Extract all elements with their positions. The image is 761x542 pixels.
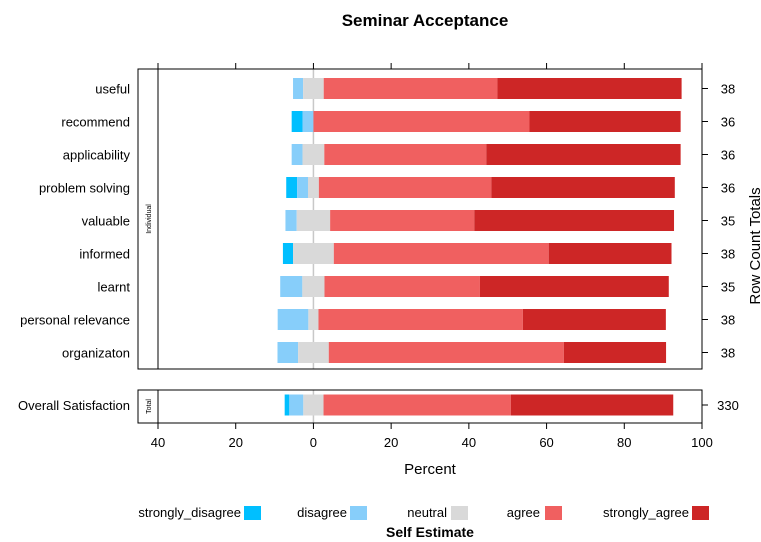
- row-label: personal relevance: [20, 313, 130, 328]
- bar-strongly-agree: [529, 111, 681, 132]
- bar-agree: [333, 243, 549, 264]
- bar-disagree: [302, 111, 314, 132]
- bar-neutral: [293, 243, 334, 264]
- legend-swatch: [244, 506, 261, 520]
- legend-swatch: [451, 506, 468, 520]
- panel-individual: useful 38 recommend 36 applicability 36 proble…: [20, 68, 735, 370]
- bar-disagree: [280, 276, 303, 297]
- row-label: organizaton: [62, 346, 130, 361]
- plot-area: useful 38 recommend 36 applicability 36 proble…: [18, 63, 739, 450]
- x-tick-label: 60: [539, 435, 553, 450]
- bar-neutral: [302, 144, 325, 165]
- x-tick-label: 40: [462, 435, 476, 450]
- bar-agree: [318, 309, 523, 330]
- row-label: informed: [79, 247, 130, 262]
- legend: strongly_disagree disagree neutral agree str…: [138, 505, 709, 520]
- row-label: problem solving: [39, 181, 130, 196]
- bar-neutral: [302, 276, 325, 297]
- legend-item-neutral: neutral: [407, 505, 468, 520]
- row-count-total: 38: [721, 82, 735, 97]
- x-tick-label: 100: [691, 435, 713, 450]
- bar-disagree: [289, 394, 304, 416]
- bar-strongly-agree: [522, 309, 666, 330]
- bar-agree: [330, 210, 475, 231]
- bar-strongly-disagree: [291, 111, 303, 132]
- bar-strongly-agree: [491, 177, 675, 198]
- x-tick-label: 20: [228, 435, 242, 450]
- strip-label: Total: [146, 399, 153, 414]
- legend-label: agree: [507, 505, 540, 520]
- bar-agree: [324, 144, 487, 165]
- bar-neutral: [296, 210, 331, 231]
- bar-disagree: [277, 309, 309, 330]
- legend-item-agree: agree: [507, 505, 562, 520]
- row-count-total: 35: [721, 214, 735, 229]
- row-count-total: 38: [721, 346, 735, 361]
- bar-strongly-agree: [486, 144, 681, 165]
- row-count-total: 38: [721, 313, 735, 328]
- legend-item-strongly-disagree: strongly_disagree: [138, 505, 261, 520]
- legend-label: disagree: [297, 505, 347, 520]
- bar-strongly-agree: [510, 394, 674, 416]
- chart-title: Seminar Acceptance: [342, 11, 509, 30]
- row-count-total: 35: [721, 280, 735, 295]
- row-label: applicability: [63, 148, 131, 163]
- x-tick-label: 40: [151, 435, 165, 450]
- row-label: useful: [95, 82, 130, 97]
- bar-disagree: [297, 177, 308, 198]
- bar-strongly-agree: [497, 78, 682, 99]
- row-label: valuable: [82, 214, 130, 229]
- x-tick-label: 80: [617, 435, 631, 450]
- legend-swatch: [350, 506, 367, 520]
- row-count-total: 36: [721, 181, 735, 196]
- legend-label: strongly_agree: [603, 505, 689, 520]
- row-count-total: 36: [721, 148, 735, 163]
- right-axis-label: Row Count Totals: [747, 187, 761, 304]
- bar-strongly-agree: [479, 276, 669, 297]
- bar-agree: [318, 177, 492, 198]
- bar-strongly-disagree: [282, 243, 294, 264]
- legend-item-strongly-agree: strongly_agree: [603, 505, 709, 520]
- legend-swatch: [545, 506, 562, 520]
- bar-disagree: [285, 210, 297, 231]
- panel-frame: [137, 389, 703, 424]
- row-label: Overall Satisfaction: [18, 398, 130, 413]
- row-count-total: 38: [721, 247, 735, 262]
- bar-strongly-agree: [474, 210, 675, 231]
- bar-neutral: [298, 342, 329, 363]
- panel-frame: [137, 68, 703, 370]
- row-count-total: 330: [717, 398, 739, 413]
- legend-item-disagree: disagree: [297, 505, 367, 520]
- row-label: learnt: [97, 280, 130, 295]
- bar-neutral: [308, 309, 319, 330]
- bar-strongly-disagree: [284, 394, 290, 416]
- row-label: recommend: [61, 115, 130, 130]
- bar-neutral: [303, 394, 324, 416]
- legend-swatch: [692, 506, 709, 520]
- legend-label: strongly_disagree: [138, 505, 241, 520]
- bar-strongly-disagree: [286, 177, 298, 198]
- row-count-total: 36: [721, 115, 735, 130]
- bar-agree: [324, 276, 480, 297]
- bar-agree: [323, 394, 511, 416]
- legend-label: neutral: [407, 505, 447, 520]
- x-tick-label: 0: [310, 435, 317, 450]
- x-tick-label: 20: [384, 435, 398, 450]
- bar-neutral: [303, 78, 324, 99]
- strip-label: Individual: [146, 204, 153, 234]
- bar-agree: [323, 78, 498, 99]
- bar-neutral: [307, 177, 319, 198]
- bar-disagree: [291, 144, 303, 165]
- bar-strongly-agree: [548, 243, 672, 264]
- legend-title: Self Estimate: [386, 524, 474, 540]
- bar-agree: [313, 111, 530, 132]
- bar-disagree: [277, 342, 299, 363]
- bar-disagree: [293, 78, 304, 99]
- panel-total: Overall Satisfaction 330 Total: [18, 389, 739, 424]
- bar-agree: [328, 342, 564, 363]
- bar-strongly-agree: [563, 342, 667, 363]
- x-axis-label: Percent: [404, 461, 457, 478]
